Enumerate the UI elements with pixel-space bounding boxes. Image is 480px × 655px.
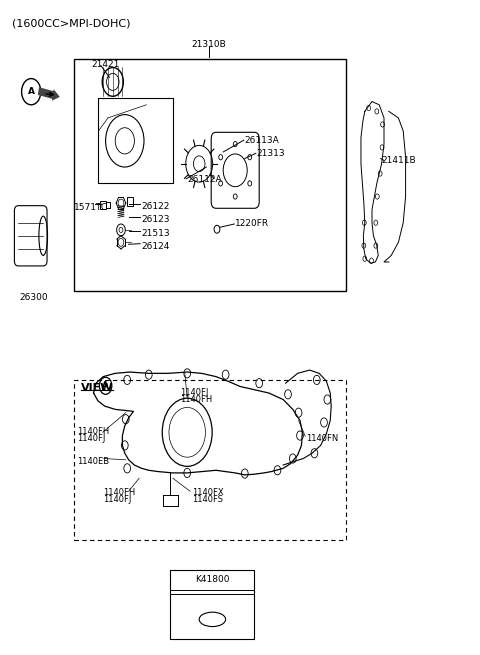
Text: 21411B: 21411B [382, 156, 416, 165]
Text: 1140FH: 1140FH [103, 488, 135, 497]
Bar [106, 202, 110, 208]
Text: VIEW: VIEW [81, 383, 113, 393]
Text: 1140FJ: 1140FJ [77, 434, 105, 443]
Text: 1140EB: 1140EB [77, 457, 109, 466]
Text: 26113A: 26113A [245, 136, 279, 145]
Text: 1140FS: 1140FS [192, 495, 223, 504]
Text: 21313: 21313 [257, 149, 286, 158]
Text: A: A [102, 381, 109, 390]
Text: 26124: 26124 [142, 242, 170, 252]
Bar [127, 197, 133, 206]
Bar [98, 98, 173, 183]
Text: K41800: K41800 [195, 575, 230, 584]
Text: 1140FJ: 1140FJ [103, 495, 132, 504]
Text: 21421: 21421 [91, 60, 120, 69]
Text: 1571TC: 1571TC [74, 203, 108, 212]
Text: 1220FR: 1220FR [235, 219, 269, 229]
Text: 1140FJ: 1140FJ [180, 388, 208, 397]
Bar [74, 380, 346, 540]
FancyArrow shape [38, 87, 60, 101]
Bar [100, 201, 106, 209]
Text: A: A [28, 87, 35, 96]
Text: 1140FH: 1140FH [77, 427, 109, 436]
Text: 1140FH: 1140FH [180, 395, 212, 404]
Text: 26112A: 26112A [187, 175, 222, 184]
Bar [170, 570, 254, 639]
Text: 21310B: 21310B [192, 40, 226, 49]
Text: 1140FN: 1140FN [306, 434, 338, 443]
Text: 1140FX: 1140FX [192, 488, 224, 497]
Text: (1600CC>MPI-DOHC): (1600CC>MPI-DOHC) [12, 18, 131, 28]
Text: 26123: 26123 [142, 215, 170, 225]
Text: 26300: 26300 [19, 293, 48, 302]
Text: 21513: 21513 [142, 229, 170, 238]
Bar [74, 59, 346, 291]
Text: 26122: 26122 [142, 202, 170, 211]
